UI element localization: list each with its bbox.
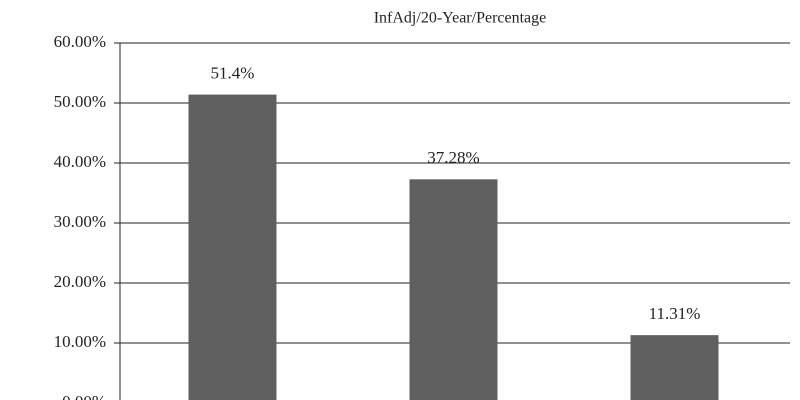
bar <box>409 179 498 400</box>
y-tick-label: 30.00% <box>54 212 106 231</box>
chart-title: InfAdj/20-Year/Percentage <box>374 10 547 27</box>
y-tick-label: 40.00% <box>54 152 106 171</box>
bar <box>630 335 719 400</box>
y-tick-label: 10.00% <box>54 332 106 351</box>
y-tick-label: 50.00% <box>54 92 106 111</box>
value-label: 51.4% <box>211 64 255 83</box>
y-tick-label: 60.00% <box>54 32 106 51</box>
bar <box>188 94 277 400</box>
y-tick-label: 0.00% <box>62 392 106 400</box>
value-label: 11.31% <box>649 304 701 323</box>
value-label: 37.28% <box>427 148 479 167</box>
y-tick-label: 20.00% <box>54 272 106 291</box>
